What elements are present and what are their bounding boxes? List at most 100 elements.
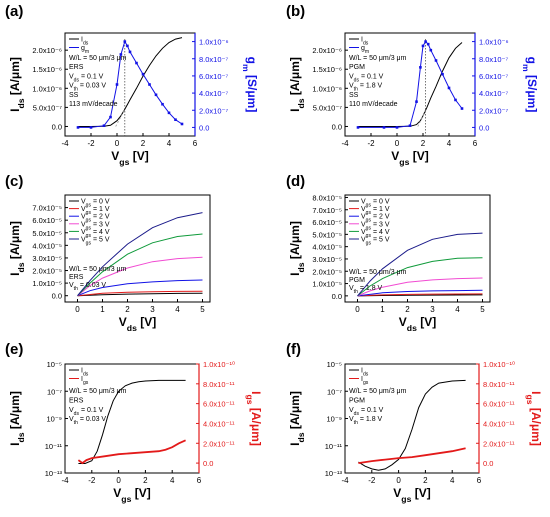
series-marker <box>167 111 171 115</box>
x-tick-label: -4 <box>61 476 69 485</box>
y2-tick-label: 0.0 <box>199 123 209 132</box>
y2-tick-label: 1.0x10⁻⁶ <box>199 38 229 47</box>
annotation-text: Vth = 1.8 V <box>349 83 383 93</box>
annotation-text: W/L = 50 μm/3 μm <box>69 266 127 273</box>
y-tick-label: 3.0x10⁻⁵ <box>32 254 62 263</box>
annotation-text: W/L = 50 μm/3 μm <box>69 388 127 395</box>
x-tick-label: 1 <box>100 305 105 314</box>
x-tick-label: 3 <box>150 305 155 314</box>
series-marker <box>161 102 164 106</box>
series-marker <box>415 100 418 103</box>
legend-entry: Igs <box>361 376 369 386</box>
series-marker <box>126 44 129 48</box>
annotation-text: Vth = 1.8 V <box>349 416 383 426</box>
y-tick-label: 1.0x10⁻⁶ <box>32 84 62 93</box>
series-marker <box>89 126 93 129</box>
y-tick-label: 10⁻¹³ <box>325 469 343 478</box>
annotation-text: 110 mV/decade <box>349 101 398 108</box>
x-tick-label: 3 <box>430 305 435 314</box>
y-tick-label: 8.0x10⁻⁵ <box>312 193 342 202</box>
x-axis-label: Vgs [V] <box>111 149 148 167</box>
x-tick-label: 4 <box>450 476 455 485</box>
x-axis-label: Vgs [V] <box>393 486 430 504</box>
series-line <box>77 290 203 297</box>
legend-entry: Vgs = 0 V <box>361 199 390 209</box>
series-line <box>357 232 483 297</box>
x-tick-label: 2 <box>421 139 426 148</box>
y2-axis-label: Igs [A/μm] <box>525 391 543 446</box>
x-tick-label: -2 <box>87 139 95 148</box>
x-tick-label: 2 <box>405 305 410 314</box>
annotation-text: W/L = 50 μm/3 μm <box>69 55 127 62</box>
y-tick-label: 10⁻⁷ <box>47 387 62 396</box>
annotation-text: SS <box>69 92 79 99</box>
x-tick-label: 1 <box>380 305 385 314</box>
y-tick-label: 5.0x10⁻⁵ <box>32 229 62 238</box>
x-tick-label: 6 <box>197 476 202 485</box>
y-tick-label: 7.0x10⁻⁵ <box>312 206 342 215</box>
y2-tick-label: 1.0x10⁻¹⁰ <box>203 360 235 369</box>
y-axis-label: Ids [A/μm] <box>8 57 26 112</box>
series-marker <box>141 72 145 76</box>
series-marker <box>434 59 438 62</box>
y-tick-label: 10⁻⁵ <box>47 360 62 369</box>
y-tick-label: 5.0x10⁻⁵ <box>312 230 342 239</box>
y2-tick-label: 1.0x10⁻¹⁰ <box>483 360 515 369</box>
x-axis-label: Vds [V] <box>119 315 156 333</box>
y-tick-label: 0.0 <box>52 122 62 131</box>
chart-panel: (a)-4 -2 0 2 4 60.05.0x10⁻⁷1.0x10⁻⁶1.5x10⁻⁶2.… <box>5 3 259 167</box>
series-line <box>115 109 126 127</box>
x-tick-label: 6 <box>473 139 478 148</box>
annotation-text: ERS <box>69 64 84 71</box>
x-axis-label: Vds [V] <box>399 315 436 333</box>
series-line <box>78 37 183 127</box>
x-tick-label: 0 <box>395 139 400 148</box>
y-tick-label: 5.0x10⁻⁷ <box>33 103 62 112</box>
y2-tick-label: 2.0x10⁻¹¹ <box>483 439 515 448</box>
legend-entry: Vgs = 5 V <box>81 237 110 247</box>
y-tick-label: 2.0x10⁻⁵ <box>312 267 342 276</box>
y-tick-label: 10⁻⁷ <box>327 387 342 396</box>
y-tick-label: 10⁻⁹ <box>326 415 342 424</box>
y-tick-label: 0.0 <box>52 292 62 301</box>
legend-entry: Vgs = 2 V <box>81 214 110 224</box>
y-tick-label: 2.0x10⁻⁵ <box>32 267 62 276</box>
series-marker <box>426 42 430 46</box>
x-tick-label: 6 <box>477 476 482 485</box>
annotation-text: PGM <box>349 397 365 404</box>
y-axis-label: Ids [A/μm] <box>288 391 306 446</box>
series-marker <box>419 66 422 69</box>
panel-label: (e) <box>5 341 23 358</box>
y-tick-label: 5.0x10⁻⁷ <box>313 103 342 112</box>
legend-entry: Vgs = 1 V <box>81 206 110 216</box>
y2-axis-label: gm [S/μm] <box>521 57 539 113</box>
legend-entry: Vgs = 4 V <box>81 229 110 239</box>
chart-panel: (b)-4 -2 0 2 4 60.05.0x10⁻⁷1.0x10⁻⁶1.5x10⁻⁶2.… <box>286 3 539 167</box>
annotation-text: Vth = 1.8 V <box>349 285 383 295</box>
y2-tick-label: 0.0 <box>479 123 489 132</box>
series-line <box>357 289 483 297</box>
y2-tick-label: 0.0 <box>483 459 493 468</box>
y-tick-label: 6.0x10⁻⁵ <box>312 218 342 227</box>
x-tick-label: 0 <box>355 305 360 314</box>
chart-panel: (d) 0 1 2 3 4 5 0.0 1.0x10⁻⁵ 2.0x10⁻⁵ 3.0x10⁻⁵ 4.0x… <box>286 173 491 333</box>
series-line <box>358 447 466 464</box>
y2-tick-label: 2.0x10⁻¹¹ <box>203 439 235 448</box>
series-marker <box>421 44 425 48</box>
x-tick-label: 0 <box>115 139 120 148</box>
chart-panel: (f) -4 -2 0 2 4 6 10⁻¹³ 10⁻¹¹ 10⁻⁹ 10⁻⁷ 10⁻⁵ 0.0 2.0x… <box>286 341 543 504</box>
panel-label: (a) <box>5 3 23 20</box>
chart-panel: (e) -4 -2 0 2 4 6 10⁻¹³ 10⁻¹¹ 10⁻⁹ 10⁻⁷ 10⁻⁵ 0.0 2.0x… <box>5 341 263 504</box>
y2-tick-label: 4.0x10⁻⁷ <box>479 89 508 98</box>
series-line <box>77 212 203 297</box>
panel-label: (f) <box>286 341 301 358</box>
annotation-text: Vds = 0.1 V <box>349 407 384 417</box>
y-tick-label: 1.5x10⁻⁶ <box>312 65 342 74</box>
y2-tick-label: 6.0x10⁻⁷ <box>199 72 228 81</box>
x-tick-label: 5 <box>200 305 205 314</box>
series-marker <box>154 93 158 97</box>
series-marker <box>356 126 360 129</box>
